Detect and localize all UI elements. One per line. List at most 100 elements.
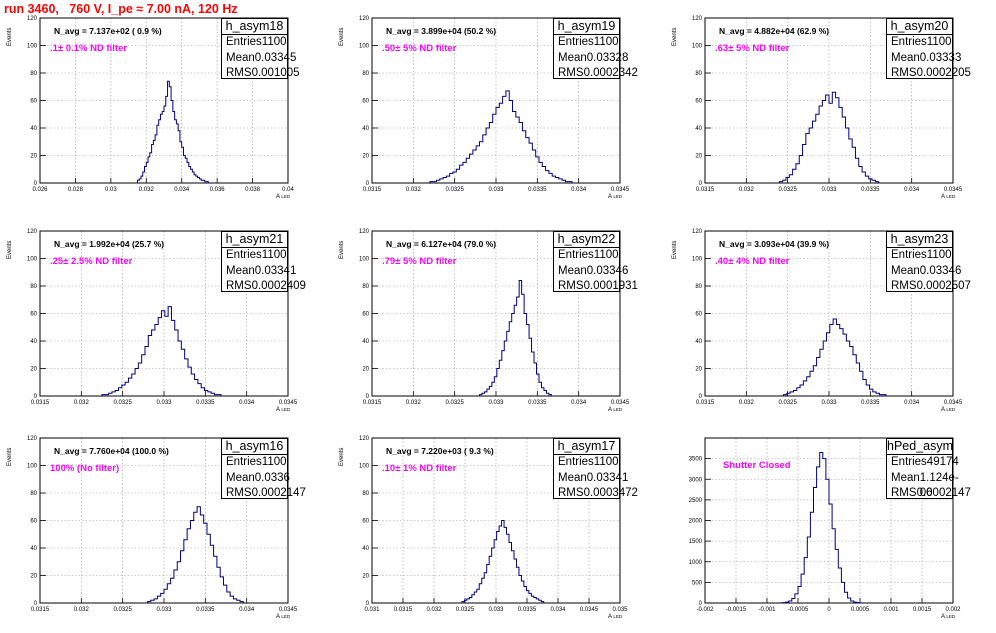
histogram-bin	[534, 363, 536, 396]
histogram-bin	[440, 179, 443, 183]
y-tick-label: 60	[695, 312, 702, 318]
y-tick-label: 2000	[689, 519, 703, 525]
histogram-bins	[479, 281, 551, 397]
y-tick-label: 20	[30, 574, 37, 580]
y-axis-label: Events	[7, 448, 13, 466]
histogram-bin	[162, 311, 165, 396]
y-tick-label: 120	[27, 16, 38, 22]
x-tick-label: 0.0335	[196, 607, 215, 613]
histogram-bin	[161, 593, 164, 603]
y-axis-label: Events	[7, 241, 13, 259]
histogram-bin	[443, 178, 446, 184]
histogram-bin	[876, 393, 879, 396]
stats-label-rms: RMS	[558, 486, 584, 502]
histogram-bin	[833, 319, 836, 396]
stats-value-mean: 0.0336	[255, 471, 290, 487]
x-tick-label: 0.034	[239, 400, 255, 406]
histogram-bin	[145, 347, 148, 397]
histogram-bin	[552, 176, 555, 183]
x-tick-label: 0.0315	[363, 400, 382, 406]
x-tick-label: 0.04	[282, 187, 294, 193]
histogram-bin	[509, 101, 512, 184]
histogram-bin	[487, 389, 489, 396]
y-axis-label: Events	[339, 28, 345, 46]
histogram-bin	[122, 385, 125, 396]
histogram-bin	[814, 488, 817, 604]
histogram-bin	[522, 131, 525, 183]
x-axis-label: A LED	[608, 194, 622, 200]
x-tick-label: 0.0315	[696, 400, 715, 406]
histogram-bin	[823, 459, 826, 603]
stats-label-rms: RMS	[226, 279, 252, 295]
histogram-bin	[148, 157, 150, 183]
stats-value-rms: 0.0003472	[584, 486, 638, 502]
histogram-bin	[836, 98, 839, 183]
histogram-bin	[150, 153, 152, 183]
histogram-bin	[240, 602, 243, 603]
histogram-bin	[804, 558, 807, 603]
histogram-bin	[154, 599, 157, 603]
histogram-bin	[798, 587, 801, 604]
x-axis-label: A LED	[608, 614, 622, 620]
histogram-bin	[529, 338, 531, 396]
histogram-bin	[211, 393, 214, 396]
x-tick-label: 0.032	[406, 187, 422, 193]
histogram-bin	[875, 182, 878, 183]
histogram-bin	[141, 176, 143, 183]
histogram-bin	[790, 392, 793, 396]
histogram-bin	[433, 182, 436, 183]
filter-label: Shutter Closed	[723, 460, 791, 471]
histogram-bin	[806, 134, 809, 184]
x-tick-label: 0.033	[156, 607, 172, 613]
histogram-bin	[171, 320, 174, 396]
histogram-bin	[446, 176, 449, 183]
y-tick-label: 80	[362, 491, 369, 497]
y-tick-label: 120	[692, 229, 703, 235]
histogram-bin	[196, 176, 198, 183]
histogram-bin	[512, 314, 514, 397]
histogram-bin	[810, 512, 813, 603]
histogram-bin	[562, 180, 565, 183]
histogram-bin	[873, 392, 876, 396]
stats-value-rms: 0.0002147	[252, 486, 306, 502]
stats-box-title: h_asym21	[222, 232, 287, 248]
stats-box-title: h_asym17	[554, 439, 619, 455]
histogram-bin	[469, 598, 471, 604]
y-tick-label: 3500	[689, 457, 703, 463]
x-tick-label: 0.0335	[528, 400, 547, 406]
x-tick-label: 0.028	[68, 187, 84, 193]
stats-value-rms: 0.0002205	[917, 66, 971, 82]
histogram-bin	[112, 392, 115, 396]
histogram-bin	[801, 574, 804, 603]
histogram-bin	[180, 142, 182, 183]
stats-label-rms: RMS	[891, 486, 917, 502]
histogram-bin	[479, 584, 481, 603]
x-tick-label: 0.032	[139, 187, 155, 193]
x-tick-label: 0.0315	[31, 400, 50, 406]
histogram-bin	[852, 147, 855, 183]
y-tick-label: 40	[362, 339, 369, 345]
histogram-bin	[484, 392, 486, 396]
x-tick-label: 0.033	[488, 607, 504, 613]
histogram-bin	[872, 180, 875, 183]
histogram-bin	[159, 120, 161, 183]
stats-label-rms: RMS	[891, 66, 917, 82]
histogram-bin	[839, 107, 842, 183]
n-avg-label: N_avg = 7.760e+04 (100.0 %)	[54, 446, 169, 456]
histogram-bin	[789, 175, 792, 183]
stats-label-mean: Mean	[226, 264, 255, 280]
histogram-bin	[496, 107, 499, 183]
histogram-bin	[233, 599, 236, 603]
x-tick-label: 0.0325	[445, 187, 464, 193]
